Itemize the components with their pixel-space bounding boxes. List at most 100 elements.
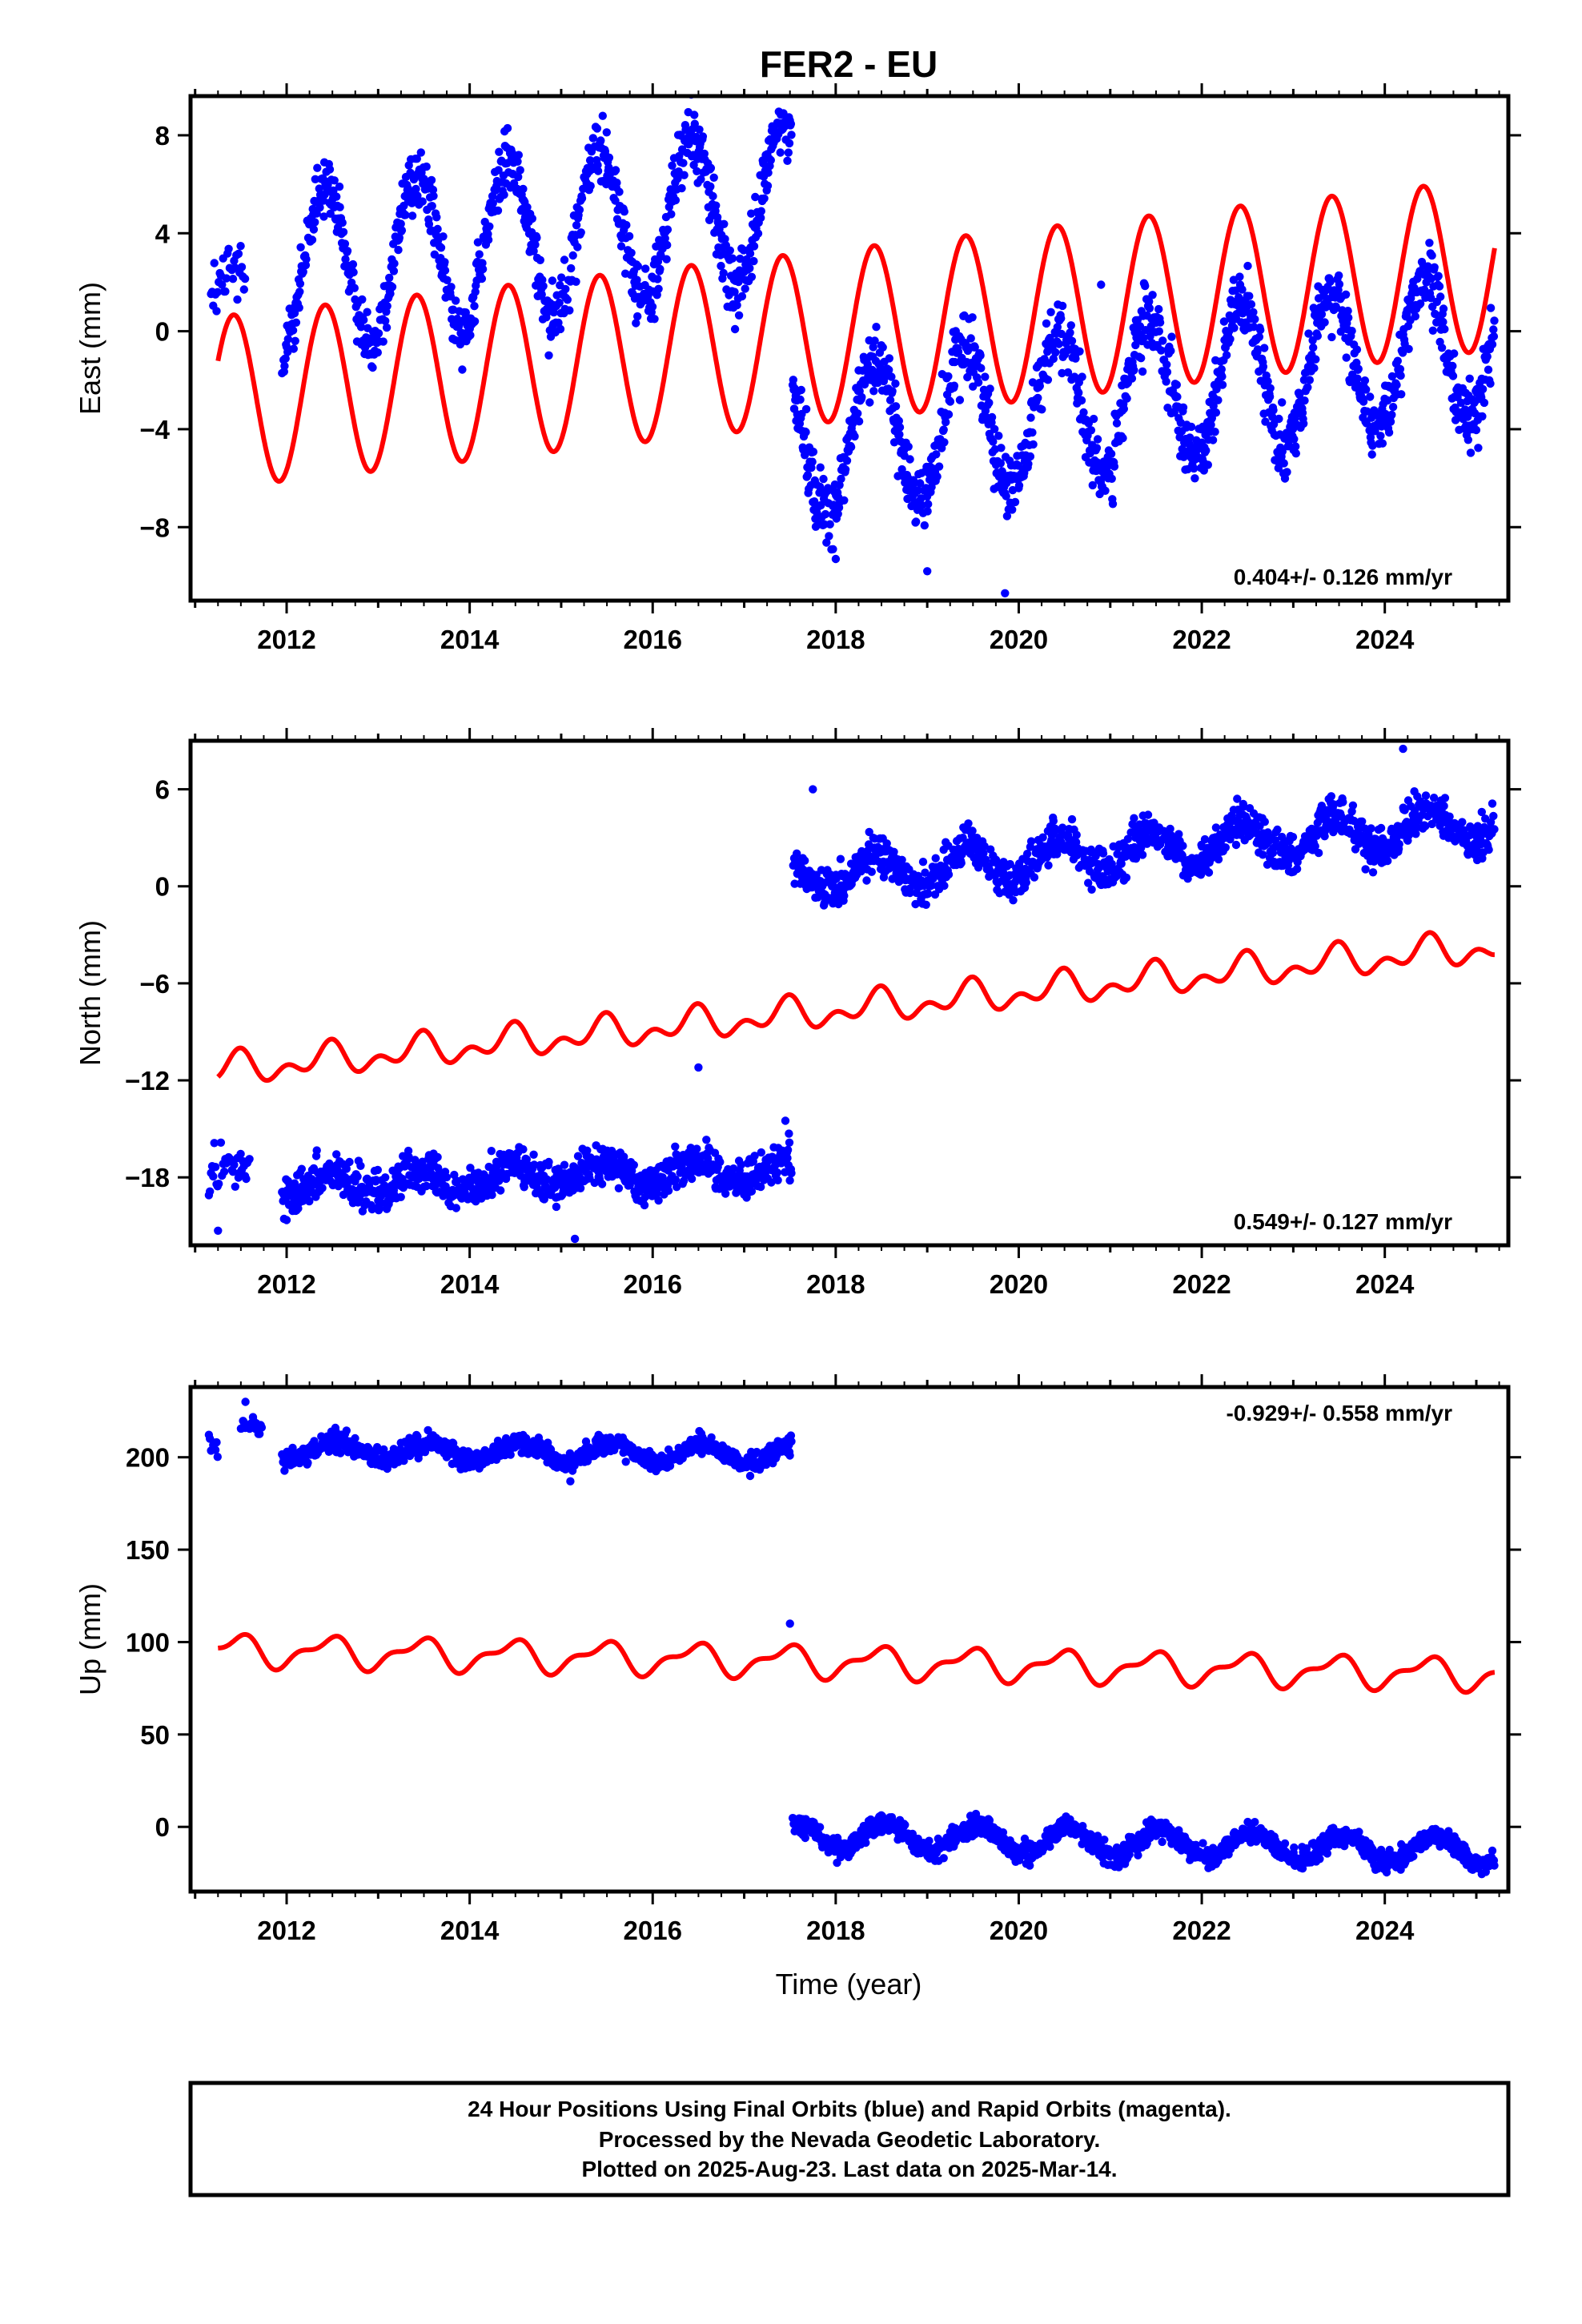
east-data-point <box>440 266 450 275</box>
east-plot-frame <box>188 94 1511 603</box>
east-data-point <box>556 324 565 334</box>
east-data-point <box>831 554 841 564</box>
north-panel: 2012 2014 2016 2018 2020 2022 202460−6−12−18No… <box>74 728 1521 1299</box>
east-data-point <box>1026 452 1035 461</box>
east-data-point <box>974 378 983 387</box>
east-data-point <box>1162 368 1172 376</box>
east-data-point <box>821 509 830 519</box>
east-data-point <box>1245 292 1254 300</box>
east-data-point <box>1202 446 1211 455</box>
north-data-point <box>1327 792 1336 801</box>
east-data-point <box>379 337 387 346</box>
east-data-point <box>763 181 773 191</box>
east-data-point <box>575 205 584 215</box>
north-data-point <box>918 858 928 866</box>
north-data-point <box>1383 856 1392 866</box>
east-data-point <box>1010 497 1020 507</box>
east-data-point <box>615 187 624 196</box>
east-data-point <box>870 336 879 345</box>
east-data-point <box>895 423 905 432</box>
east-data-point <box>764 168 773 177</box>
east-data-point <box>1054 340 1063 348</box>
north-data-point <box>231 1182 239 1192</box>
north-data-point <box>671 1175 681 1184</box>
north-data-point <box>1348 801 1358 810</box>
east-x-tick-label: 2016 <box>624 625 682 654</box>
east-y-tick-label: 4 <box>155 219 171 248</box>
east-data-point <box>784 148 793 157</box>
east-data-point <box>1278 398 1287 407</box>
north-data-point <box>905 888 914 898</box>
east-data-point <box>1387 410 1396 420</box>
north-data-point <box>750 1152 759 1160</box>
north-data-point <box>927 881 936 890</box>
east-data-point <box>1178 403 1188 412</box>
north-data-point <box>434 1164 443 1172</box>
east-data-point <box>895 430 904 439</box>
east-data-point <box>1028 428 1037 437</box>
east-data-point <box>1078 372 1086 381</box>
east-data-point <box>1368 441 1377 450</box>
up-data-point <box>342 1426 351 1435</box>
east-data-point <box>987 412 997 422</box>
north-data-point <box>282 1216 291 1224</box>
east-data-point <box>1431 309 1439 319</box>
north-data-point <box>757 1182 765 1192</box>
north-data-point <box>785 1129 793 1138</box>
north-data-point <box>1044 861 1053 870</box>
east-data-point <box>532 233 541 243</box>
east-data-point <box>822 538 831 547</box>
north-data-point <box>1314 848 1323 858</box>
east-panel: 2012 2014 2016 2018 2020 2022 2024840−4−8East … <box>74 83 1521 654</box>
east-data-point <box>796 395 805 404</box>
east-data-point <box>1448 361 1457 371</box>
up-data-point <box>424 1425 432 1435</box>
north-data-point <box>1087 885 1096 895</box>
north-data-point <box>305 1196 314 1206</box>
east-x-tick-label: 2012 <box>257 625 315 654</box>
up-observations <box>204 1397 1499 1879</box>
east-data-point <box>296 243 305 251</box>
north-data-point <box>620 1152 628 1161</box>
north-data-point <box>356 1161 365 1171</box>
east-data-point <box>857 392 866 402</box>
east-data-point <box>335 182 344 191</box>
east-data-point <box>944 410 954 419</box>
east-data-point <box>797 385 805 395</box>
up-data-point <box>303 1458 312 1467</box>
north-data-point <box>1166 831 1176 840</box>
east-data-point <box>1191 474 1199 483</box>
east-data-point <box>1086 426 1096 435</box>
north-data-point <box>889 847 898 857</box>
east-data-point <box>662 255 671 263</box>
east-data-point <box>920 521 930 530</box>
east-data-point <box>396 219 405 228</box>
east-data-point <box>923 567 932 576</box>
east-data-point <box>697 175 705 184</box>
east-data-point <box>1155 318 1165 327</box>
north-data-point <box>629 1160 638 1170</box>
north-data-point <box>560 1160 569 1169</box>
north-data-point <box>209 1172 218 1181</box>
north-data-point <box>1404 831 1413 840</box>
east-data-point <box>872 323 881 332</box>
north-data-point <box>1489 811 1498 821</box>
east-data-point <box>478 259 487 267</box>
east-y-axis-label: East (mm) <box>74 282 106 415</box>
north-data-point <box>964 819 973 828</box>
east-data-point <box>1343 307 1352 316</box>
north-data-point <box>570 1234 580 1244</box>
east-data-point <box>891 379 900 388</box>
east-data-point <box>1311 355 1320 364</box>
east-data-point <box>1392 380 1401 389</box>
east-data-point <box>825 532 833 541</box>
east-data-point <box>452 296 460 305</box>
east-data-point <box>1255 332 1264 341</box>
north-data-point <box>773 1176 782 1185</box>
north-data-point <box>332 1150 341 1159</box>
east-data-point <box>356 323 366 332</box>
east-data-point <box>760 194 769 203</box>
north-data-point <box>1130 814 1138 822</box>
east-data-point <box>1122 394 1131 403</box>
north-data-point <box>1221 843 1231 852</box>
